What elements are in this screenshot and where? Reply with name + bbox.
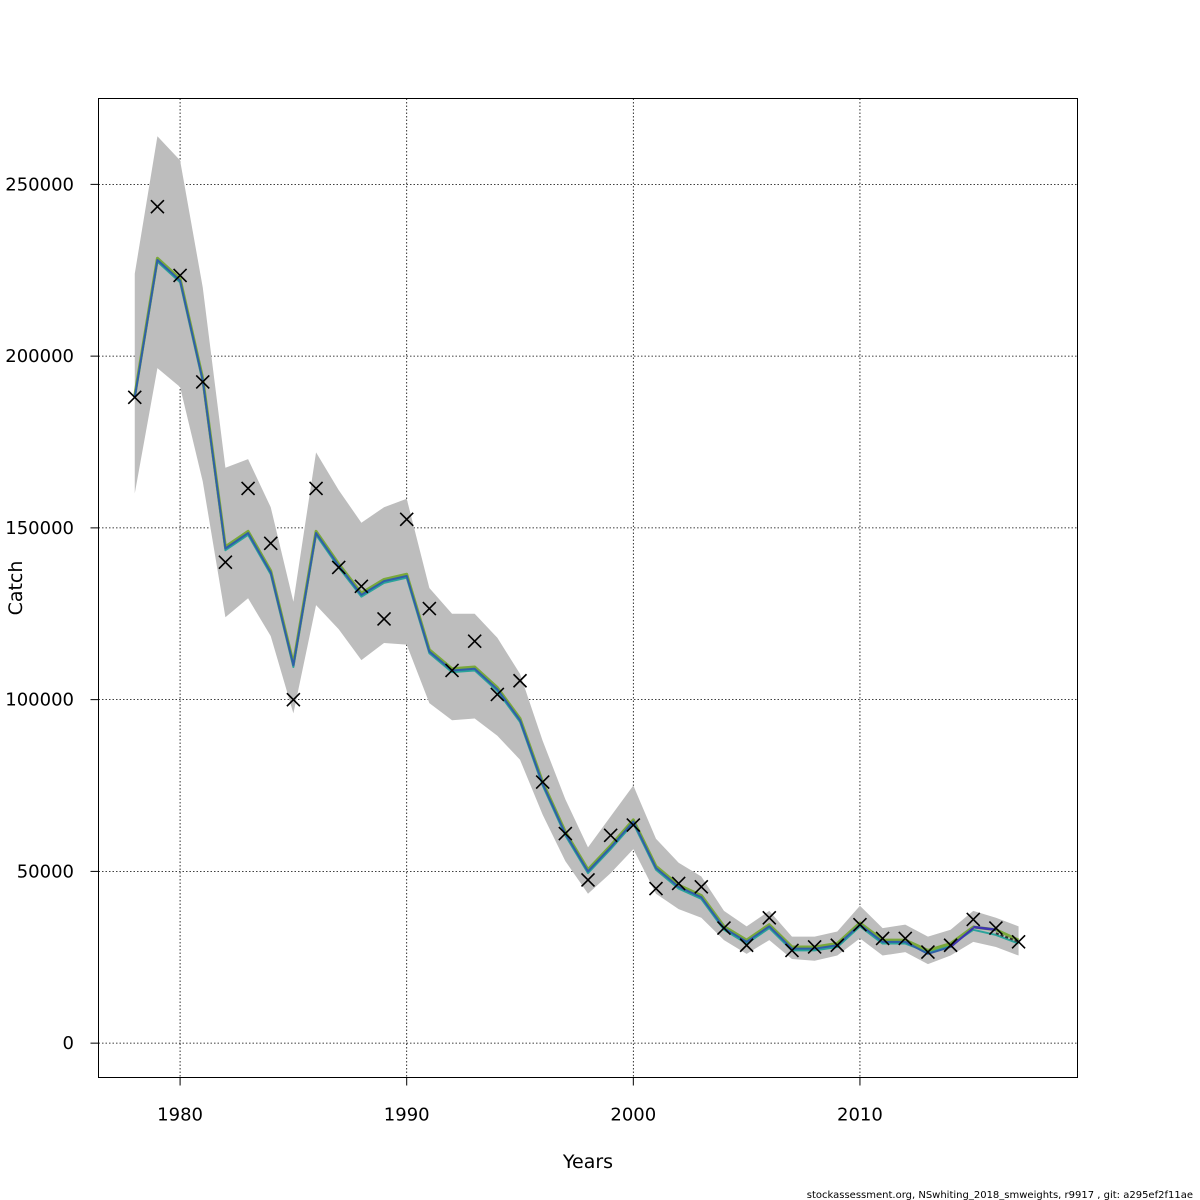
observed-point: [648, 881, 664, 896]
observed-point: [716, 921, 732, 936]
observed-point: [671, 876, 686, 891]
observed-point: [558, 826, 573, 841]
footer-credit: stockassessment.org, NSwhiting_2018_smwe…: [807, 1190, 1193, 1200]
confidence-band: [134, 136, 1019, 965]
observed-point: [467, 634, 482, 649]
forecast-segment: [995, 932, 1019, 943]
observed-point: [195, 374, 210, 389]
observed-point: [762, 910, 777, 925]
y-tick-label: 50000: [17, 861, 74, 882]
observed-point: [784, 943, 800, 958]
observed-point: [376, 611, 392, 626]
observed-point: [173, 268, 188, 283]
observed-point: [943, 938, 958, 953]
observed-point: [490, 687, 505, 702]
observed-point: [1011, 934, 1026, 949]
observed-point: [626, 817, 641, 833]
x-tick-label: 2010: [837, 1105, 883, 1126]
series-line: [133, 258, 974, 955]
observed-point: [920, 945, 935, 960]
plot-frame: [98, 98, 1078, 1078]
observed-point: [988, 921, 1003, 936]
observed-point: [422, 601, 437, 616]
observed-point: [150, 199, 165, 214]
observed-point: [263, 536, 278, 551]
observed-point: [354, 579, 369, 594]
y-tick-label: 100000: [5, 690, 74, 711]
observed-point: [694, 879, 709, 894]
retro-segment: [949, 927, 974, 948]
observed-point: [331, 560, 346, 575]
x-tick-label: 2000: [610, 1105, 656, 1126]
observed-point: [966, 912, 981, 927]
fitted-lines: [133, 256, 1020, 955]
x-tick-label: 1990: [384, 1105, 430, 1126]
observed-point: [739, 938, 754, 953]
x-axis-title: Years: [562, 1151, 613, 1173]
observed-point: [399, 512, 414, 527]
observed-point: [444, 663, 460, 678]
observed-point: [535, 775, 550, 790]
confidence-band-area: [134, 136, 1019, 965]
observed-point: [286, 692, 301, 707]
observed-point: [807, 939, 822, 955]
observed-point: [875, 931, 890, 946]
y-axis-title: Catch: [5, 561, 27, 616]
observed-points: [127, 199, 1026, 960]
observed-point: [241, 481, 256, 496]
y-tick-label: 0: [63, 1033, 74, 1054]
x-tick-label: 1980: [157, 1105, 203, 1126]
observed-point: [512, 673, 528, 688]
observed-point: [308, 481, 324, 496]
observed-point: [127, 390, 142, 405]
y-tick-label: 150000: [5, 518, 74, 539]
y-tick-label: 250000: [5, 174, 74, 195]
observed-point: [218, 555, 233, 570]
y-axis: 0 50000 100000 150000 200000 250000: [5, 174, 99, 1054]
observed-point: [603, 828, 618, 843]
observed-point: [898, 931, 913, 946]
x-axis: 1980 1990 2000 2010: [157, 1077, 883, 1126]
observed-point: [830, 938, 845, 953]
retro-segment: [973, 925, 997, 932]
y-tick-label: 200000: [5, 346, 74, 367]
observed-point: [852, 917, 868, 932]
observed-point: [580, 872, 596, 888]
